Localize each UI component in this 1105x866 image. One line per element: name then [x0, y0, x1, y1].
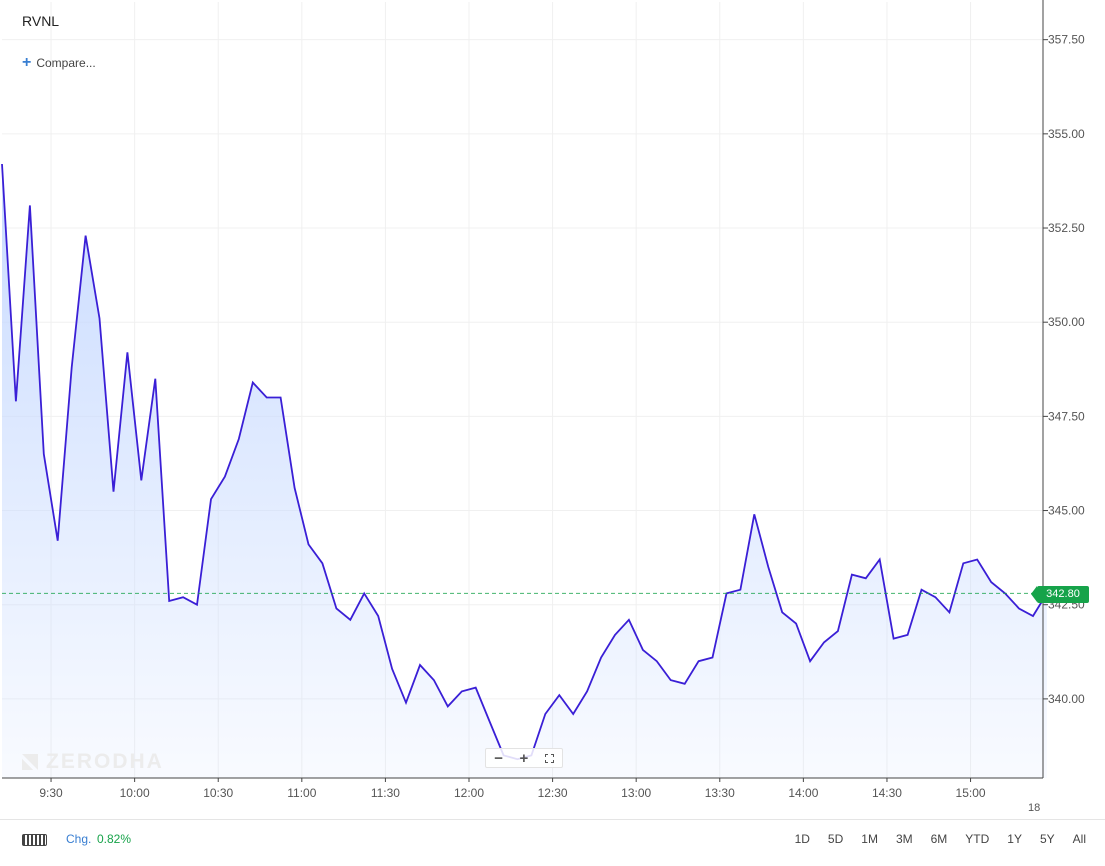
- range-button-6m[interactable]: 6M: [930, 832, 948, 846]
- range-button-5y[interactable]: 5Y: [1039, 832, 1055, 846]
- compare-button[interactable]: + Compare...: [22, 54, 96, 71]
- range-button-1y[interactable]: 1Y: [1007, 832, 1022, 846]
- y-tick-label: 347.50: [1048, 409, 1085, 423]
- plus-icon: +: [22, 54, 32, 71]
- keyboard-icon[interactable]: [22, 834, 47, 846]
- price-area-fill: [2, 164, 1047, 778]
- x-tick-label: 11:30: [371, 786, 400, 800]
- x-axis-ticks: 9:30 10:00 10:30 11:00 11:30 12:00 12:30 13:00 1…: [39, 778, 1040, 814]
- range-button-5d[interactable]: 5D: [827, 832, 844, 846]
- zoom-out-button[interactable]: −: [494, 749, 503, 767]
- x-tick-label: 11:00: [287, 786, 316, 800]
- y-tick-label: 357.50: [1048, 33, 1085, 47]
- fullscreen-icon[interactable]: [544, 753, 554, 763]
- price-chart[interactable]: 340.00342.50345.00347.50350.00352.50355.…: [0, 0, 1105, 819]
- y-tick-label: 345.00: [1048, 504, 1085, 518]
- change-label: Chg.: [66, 832, 92, 846]
- x-tick-label: 12:30: [538, 786, 568, 800]
- x-tick-label: 13:30: [705, 786, 735, 800]
- range-selector: 1D 5D 1M 3M 6M YTD 1Y 5Y All: [777, 832, 1086, 846]
- x-tick-label: 10:30: [203, 786, 233, 800]
- x-tick-label: 14:00: [788, 786, 818, 800]
- x-tick-label: 13:00: [621, 786, 651, 800]
- range-button-3m[interactable]: 3M: [895, 832, 913, 846]
- y-tick-label: 352.50: [1048, 221, 1085, 235]
- range-button-all[interactable]: All: [1072, 832, 1086, 846]
- current-price-tag: 342.80: [1031, 586, 1089, 603]
- zoom-in-button[interactable]: +: [519, 749, 529, 767]
- zerodha-logo-icon: [22, 754, 38, 770]
- zoom-controls: − +: [485, 748, 563, 768]
- watermark-text: ZERODHA: [46, 750, 164, 773]
- price-area-layer: [1, 163, 1048, 778]
- change-value: 0.82%: [97, 832, 132, 846]
- symbol-title: RVNL: [22, 13, 60, 29]
- x-tick-label: 15:00: [956, 786, 986, 800]
- range-button-ytd[interactable]: YTD: [965, 832, 990, 846]
- chart-axes: [2, 0, 1044, 779]
- compare-label: Compare...: [36, 56, 96, 70]
- x-tick-label: 9:30: [39, 786, 63, 800]
- x-tick-label: 10:00: [120, 786, 150, 800]
- x-tick-label: 14:30: [872, 786, 902, 800]
- y-axis-ticks: 340.00342.50345.00347.50350.00352.50355.…: [1043, 33, 1085, 706]
- chart-footer: Chg. 0.82% 1D 5D 1M 3M 6M YTD 1Y 5Y All: [0, 819, 1105, 866]
- zerodha-watermark: ZERODHA: [22, 750, 164, 774]
- range-button-1d[interactable]: 1D: [794, 832, 810, 846]
- x-tick-label: 12:00: [454, 786, 484, 800]
- range-button-1m[interactable]: 1M: [861, 832, 878, 846]
- y-tick-label: 350.00: [1048, 315, 1085, 329]
- y-tick-label: 355.00: [1048, 127, 1085, 141]
- y-tick-label: 340.00: [1048, 692, 1085, 706]
- x-edge-label: 18: [1028, 802, 1040, 814]
